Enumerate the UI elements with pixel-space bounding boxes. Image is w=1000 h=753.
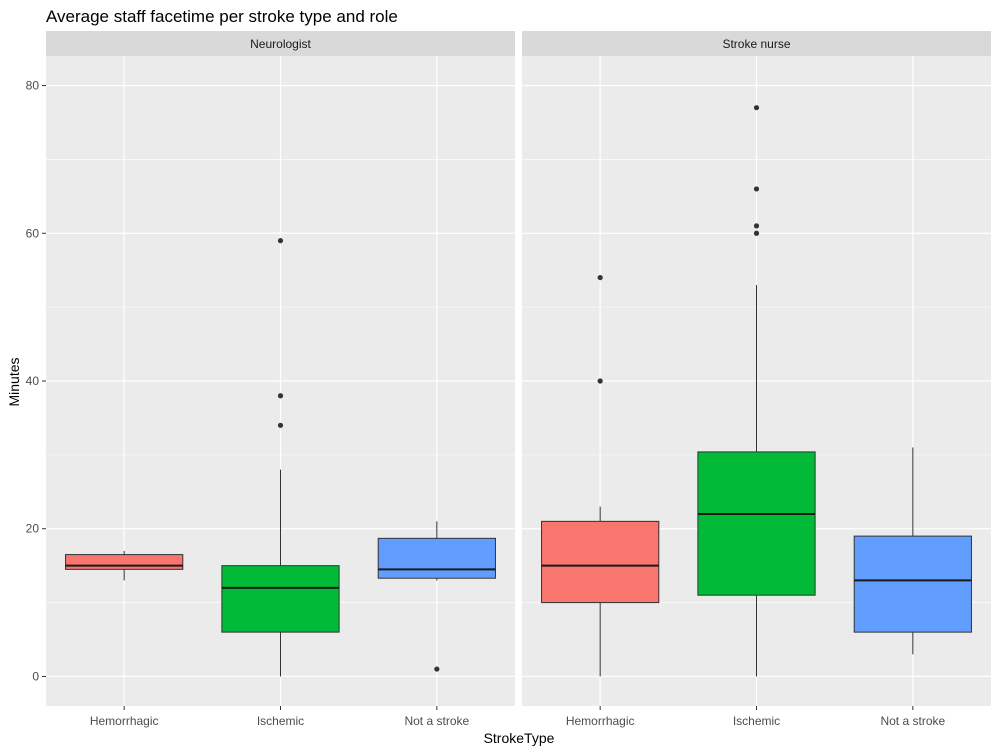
x-tick-label: Ischemic — [257, 714, 304, 728]
y-tick-label: 80 — [26, 79, 40, 93]
outlier-point — [753, 186, 760, 192]
box-body — [377, 537, 496, 579]
facet-strip-label: Stroke nurse — [722, 37, 790, 51]
y-tick-label: 20 — [26, 522, 40, 536]
facet-strip-label: Neurologist — [250, 37, 311, 51]
box-hemorrhagic — [65, 550, 184, 581]
x-tick-label: Not a stroke — [404, 714, 469, 728]
y-tick-label: 60 — [26, 226, 40, 240]
box-body — [853, 535, 972, 633]
facet-strip — [46, 31, 515, 56]
y-tick-label: 0 — [32, 669, 39, 683]
outlier-point — [434, 666, 440, 672]
box-ischemic — [697, 105, 816, 677]
chart-title: Average staff facetime per stroke type a… — [46, 7, 398, 26]
outlier-point — [753, 230, 760, 236]
facet-panel-1: Stroke nurse Hemorrhagic Ischemic Not a str… — [522, 31, 991, 728]
box-not-a-stroke — [377, 521, 496, 672]
outlier-point — [277, 422, 284, 428]
box-not-a-stroke — [853, 447, 972, 655]
box-body — [65, 554, 184, 570]
outlier-point — [277, 238, 284, 244]
y-axis-title: Minutes — [6, 357, 22, 406]
y-tick-label: 40 — [26, 374, 40, 388]
box-body — [541, 520, 660, 604]
box-ischemic — [221, 238, 340, 677]
facet-panel-0: Neurologist Hemorrhagic Ischemic Not a stro… — [46, 31, 515, 728]
facet-strip — [522, 31, 991, 56]
facet-panels: Neurologist Hemorrhagic Ischemic Not a stro… — [26, 31, 991, 728]
outlier-point — [277, 393, 284, 399]
box-hemorrhagic — [541, 274, 660, 677]
outlier-point — [597, 274, 603, 281]
outlier-point — [597, 378, 603, 384]
x-tick-label: Hemorrhagic — [90, 714, 159, 728]
x-tick-label: Ischemic — [733, 714, 780, 728]
box-body — [697, 451, 816, 596]
outlier-point — [753, 105, 760, 111]
outlier-point — [753, 223, 760, 229]
box-body — [221, 565, 340, 633]
x-axis-title: StrokeType — [484, 730, 555, 746]
x-tick-label: Not a stroke — [880, 714, 945, 728]
x-tick-label: Hemorrhagic — [566, 714, 635, 728]
